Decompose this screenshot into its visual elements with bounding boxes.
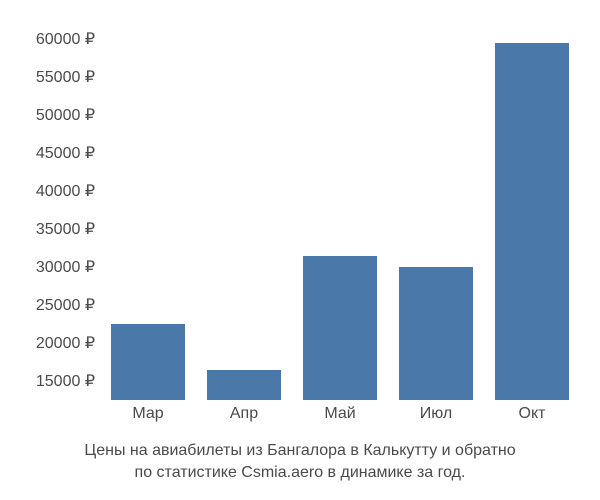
y-tick-label: 30000 ₽ — [36, 257, 95, 277]
bar — [303, 256, 378, 400]
y-tick-label: 15000 ₽ — [36, 371, 95, 391]
x-tick-label: Май — [324, 405, 355, 423]
bar — [111, 324, 186, 400]
x-tick-label: Июл — [420, 405, 452, 423]
x-axis: Мар Апр Май Июл Окт — [100, 405, 580, 435]
y-tick-label: 60000 ₽ — [36, 29, 95, 49]
y-tick-label: 20000 ₽ — [36, 333, 95, 353]
x-tick-label: Окт — [519, 405, 546, 423]
y-tick-label: 25000 ₽ — [36, 295, 95, 315]
bar — [399, 267, 474, 400]
y-axis: 15000 ₽ 20000 ₽ 25000 ₽ 30000 ₽ 35000 ₽ 40000… — [0, 20, 95, 400]
y-tick-label: 45000 ₽ — [36, 143, 95, 163]
x-tick-label: Мар — [132, 405, 163, 423]
caption-line-2: по статистике Csmia.aero в динамике за г… — [135, 464, 466, 481]
bar — [495, 43, 570, 400]
y-tick-label: 50000 ₽ — [36, 105, 95, 125]
price-chart: 15000 ₽ 20000 ₽ 25000 ₽ 30000 ₽ 35000 ₽ 40000… — [0, 0, 600, 500]
bar — [207, 370, 282, 400]
plot-area — [100, 20, 580, 400]
y-tick-label: 40000 ₽ — [36, 181, 95, 201]
caption-line-1: Цены на авиабилеты из Бангалора в Кальку… — [84, 442, 515, 459]
y-tick-label: 35000 ₽ — [36, 219, 95, 239]
chart-caption: Цены на авиабилеты из Бангалора в Кальку… — [0, 440, 600, 485]
y-tick-label: 55000 ₽ — [36, 67, 95, 87]
x-tick-label: Апр — [230, 405, 258, 423]
